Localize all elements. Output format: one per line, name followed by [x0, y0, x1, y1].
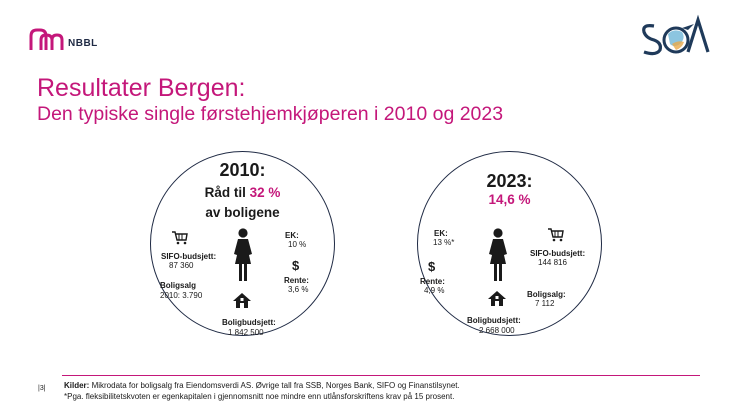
- dollar-icon: $: [292, 258, 300, 273]
- budsjett-2010-value: 1 842 500: [228, 328, 264, 337]
- afford-2010-prefix: Råd til: [204, 185, 250, 200]
- shopping-cart-icon: [172, 231, 188, 245]
- ek-2023-label: EK:: [434, 229, 448, 238]
- person-icon: [489, 228, 507, 281]
- year-2010-heading: 2010:: [219, 160, 266, 180]
- budsjett-2023-label: Boligbudsjett:: [467, 316, 521, 325]
- afford-2010-line: Råd til 32 %: [150, 185, 335, 200]
- salg-2010-label: Boligsalg: [160, 281, 197, 290]
- sources-label: Kilder:: [64, 381, 90, 390]
- rente-2010-label: Rente:: [284, 276, 309, 285]
- nbbl-logo-text: NBBL: [68, 38, 98, 49]
- circle-2010: [150, 151, 335, 336]
- salg-2023-value: 7 112: [535, 299, 555, 308]
- rente-2023-label: Rente:: [420, 277, 445, 286]
- sifo-2010-value: 87 360: [169, 261, 194, 270]
- house-icon: [233, 293, 251, 308]
- sifo-2010-label: SIFO-budsjett:: [161, 252, 217, 261]
- nbbl-logo-icon: [29, 28, 64, 50]
- sifo-2023-value: 144 816: [538, 258, 567, 267]
- afford-2010-line2: av boligene: [205, 205, 280, 220]
- page-title: Resultater Bergen:: [37, 74, 246, 102]
- page-number: |3|: [38, 385, 46, 392]
- sources-text: Mikrodata for boligsalg fra Eiendomsverd…: [89, 381, 460, 390]
- house-icon: [488, 291, 506, 306]
- ek-2010-label: EK:: [285, 231, 299, 240]
- salg-2010-value: 2010: 3.790: [160, 291, 203, 300]
- rente-2010-value: 3,6 %: [288, 285, 309, 294]
- afford-2010-pct: 32 %: [249, 185, 281, 200]
- sources-line: Kilder: Mikrodata for boligsalg fra Eien…: [64, 381, 460, 390]
- year-2023-heading: 2023:: [486, 171, 533, 191]
- footnote: *Pga. fleksibilitetskvoten er egenkapita…: [64, 392, 455, 401]
- footer-divider: [62, 375, 700, 376]
- person-icon: [234, 228, 252, 281]
- circle-2023: [417, 151, 602, 336]
- ek-2023-value: 13 %*: [433, 238, 455, 247]
- salg-2023-label: Boligsalg:: [527, 290, 566, 299]
- dollar-icon: $: [428, 259, 436, 274]
- shopping-cart-icon: [548, 228, 564, 242]
- ek-2010-value: 10 %: [288, 240, 307, 249]
- sifo-2023-label: SIFO-budsjett:: [530, 249, 586, 258]
- rente-2023-value: 4,9 %: [424, 286, 445, 295]
- soa-logo-icon: [642, 14, 710, 56]
- page-subtitle: Den typiske single førstehjemkjøperen i …: [37, 103, 504, 125]
- budsjett-2010-label: Boligbudsjett:: [222, 318, 276, 327]
- budsjett-2023-value: 2 668 000: [479, 326, 515, 335]
- pct-2023: 14,6 %: [488, 192, 531, 207]
